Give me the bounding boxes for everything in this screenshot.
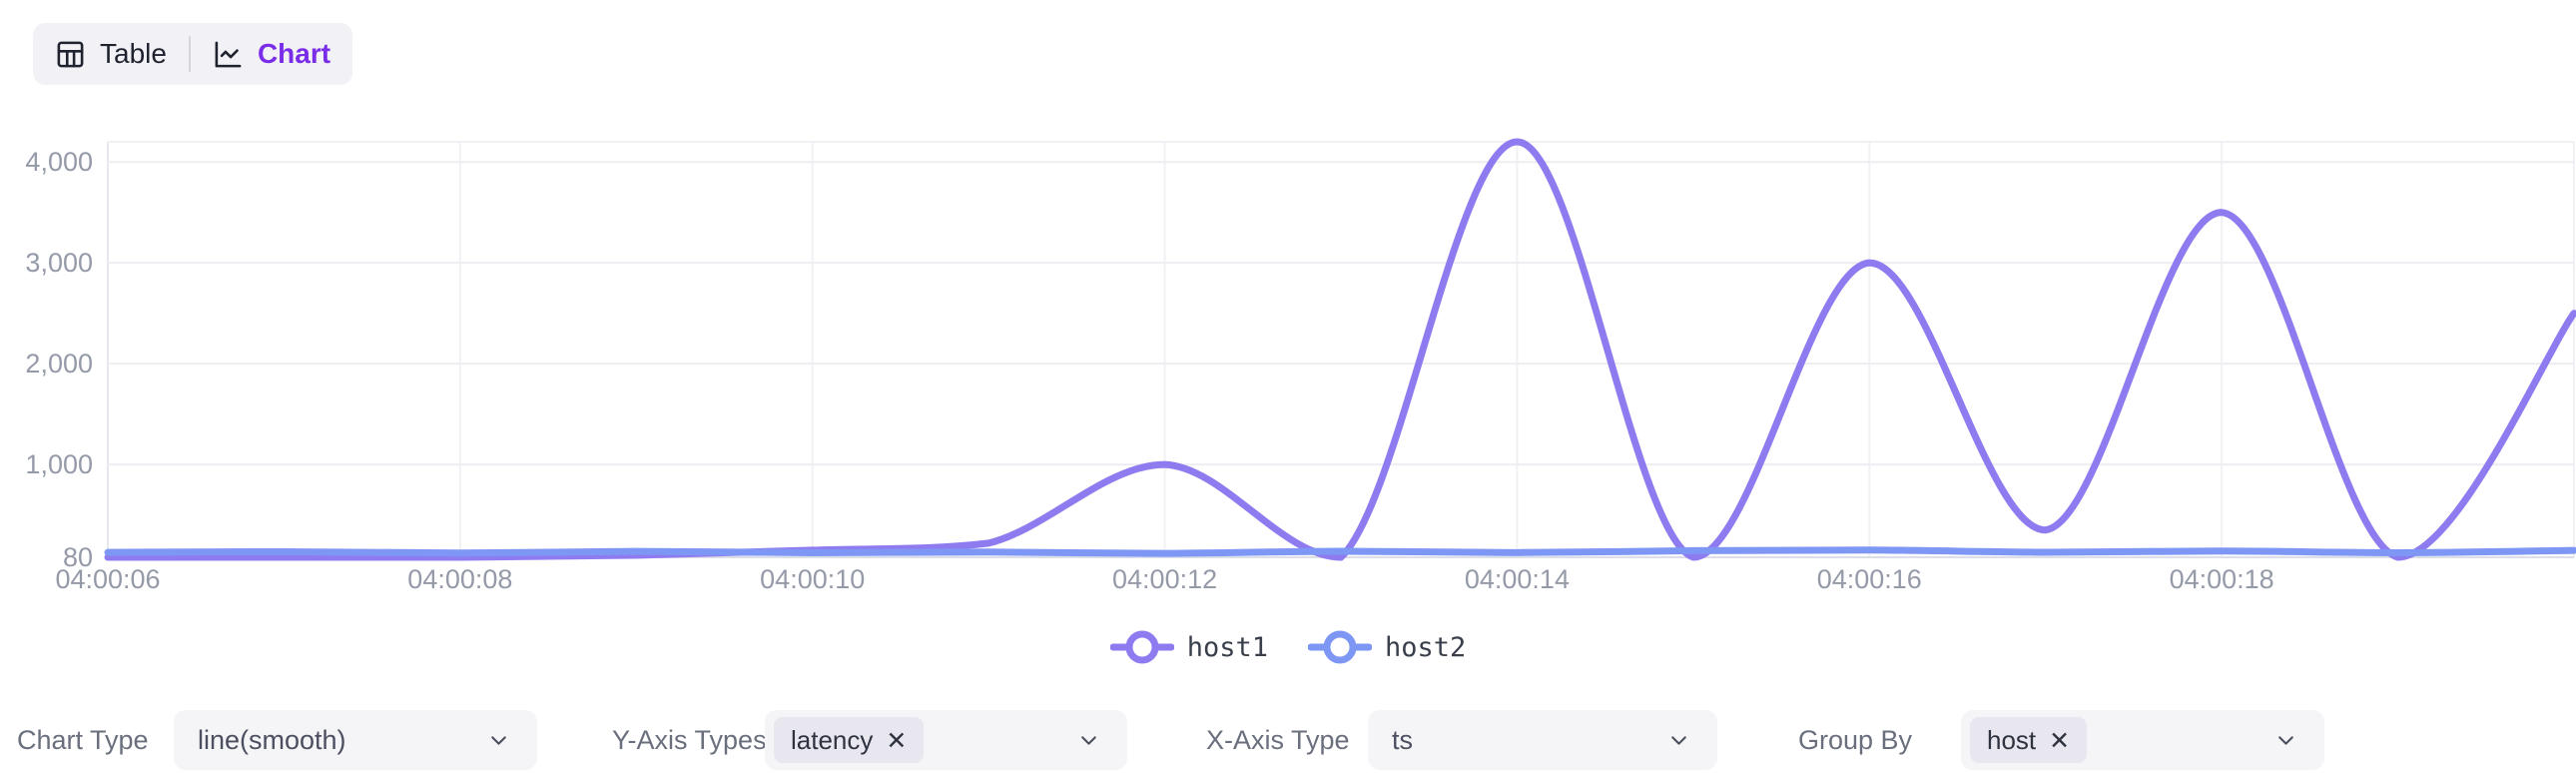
chart-controls: Chart Type line(smooth) Y-Axis Types lat… — [0, 710, 2576, 773]
x-axis-tick-label: 04:00:14 — [1465, 564, 1570, 594]
y-axis-types-select[interactable]: latency ✕ — [765, 710, 1127, 770]
remove-tag-icon[interactable]: ✕ — [2049, 725, 2071, 755]
x-axis-type-select[interactable]: ts — [1368, 710, 1717, 770]
x-axis-type-label: X-Axis Type — [1206, 725, 1350, 755]
group-by-label: Group By — [1798, 725, 1913, 755]
chart-view-button[interactable]: Chart — [213, 38, 330, 70]
table-view-label: Table — [100, 38, 167, 69]
chevron-down-icon — [1081, 736, 1096, 745]
series-line-host2 — [104, 546, 2576, 557]
y-axis-tick-label: 1,000 — [25, 449, 93, 479]
chevron-down-icon — [1671, 736, 1686, 745]
legend-marker-host2 — [1308, 630, 1372, 664]
tag-host: host ✕ — [1970, 717, 2088, 763]
tag-latency-text: latency — [791, 724, 874, 755]
x-axis-tick-label: 04:00:12 — [1112, 564, 1217, 594]
x-axis-tick-label: 04:00:06 — [55, 564, 160, 594]
chart-type-value: line(smooth) — [198, 724, 346, 755]
chart-legend: host1 host2 — [0, 625, 2576, 669]
y-axis-types-label: Y-Axis Types — [612, 725, 767, 755]
x-axis-tick-label: 04:00:08 — [407, 564, 512, 594]
legend-label-host2: host2 — [1385, 631, 1467, 663]
view-toggle: Table Chart — [33, 23, 353, 85]
table-view-button[interactable]: Table — [55, 38, 167, 70]
chart-canvas[interactable]: 80 1,000 2,000 3,000 4,000 04:00:06 04:00:08 04… — [0, 0, 2576, 619]
tag-latency: latency ✕ — [774, 717, 925, 763]
y-axis-tick-label: 4,000 — [25, 147, 93, 177]
table-icon — [57, 41, 84, 67]
tag-host-text: host — [1987, 724, 2037, 755]
y-axis-tick-label: 3,000 — [25, 248, 93, 278]
legend-item-host2[interactable]: host2 — [1308, 630, 1466, 664]
x-axis-tick-label: 04:00:18 — [2170, 564, 2274, 594]
line-chart: 80 1,000 2,000 3,000 4,000 04:00:06 04:00:08 04… — [25, 138, 2576, 594]
legend-item-host1[interactable]: host1 — [1109, 630, 1268, 664]
toggle-divider — [188, 36, 191, 72]
legend-marker-host1 — [1109, 630, 1174, 664]
chart-view-label: Chart — [257, 38, 331, 69]
chart-type-select[interactable]: line(smooth) — [174, 710, 537, 770]
x-axis-tick-label: 04:00:10 — [760, 564, 865, 594]
chart-type-label: Chart Type — [17, 725, 149, 755]
legend-label-host1: host1 — [1186, 631, 1268, 663]
line-chart-icon — [215, 41, 242, 67]
y-axis-tick-label: 80 — [63, 542, 93, 572]
group-by-select[interactable]: host ✕ — [1961, 710, 2324, 770]
x-axis-tick-label: 04:00:16 — [1817, 564, 1922, 594]
chevron-down-icon — [2278, 736, 2293, 745]
remove-tag-icon[interactable]: ✕ — [886, 725, 908, 755]
chevron-down-icon — [491, 736, 506, 745]
y-axis-tick-label: 2,000 — [25, 349, 93, 379]
series-line-host1 — [104, 138, 2576, 561]
x-axis-type-value: ts — [1392, 724, 1414, 755]
